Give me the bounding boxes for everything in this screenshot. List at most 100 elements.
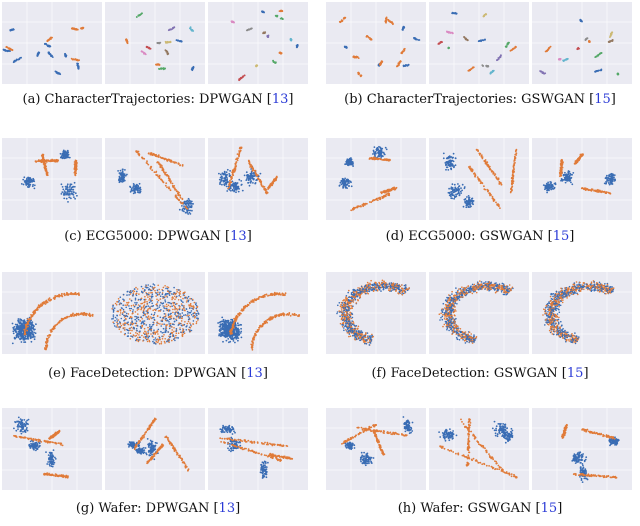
scatter-point <box>138 14 140 16</box>
scatter-point <box>274 178 277 181</box>
scatter-plot <box>532 138 632 220</box>
scatter-point <box>184 211 187 214</box>
scatter-point <box>61 157 64 160</box>
scatter-point <box>606 174 608 177</box>
scatter-point <box>184 314 187 316</box>
scatter-point <box>155 170 158 173</box>
scatter-point <box>381 159 383 161</box>
scatter-plot <box>429 2 529 84</box>
scatter-point <box>172 27 175 29</box>
scatter-point <box>507 41 510 44</box>
scatter-point <box>263 186 266 188</box>
scatter-point <box>33 187 36 190</box>
scatter-point <box>195 322 198 325</box>
scatter-point <box>594 70 596 73</box>
scatter-point <box>156 324 158 326</box>
scatter-point <box>20 341 23 343</box>
scatter-point <box>187 213 190 215</box>
scatter-point <box>497 178 499 181</box>
scatter-point <box>542 184 545 186</box>
scatter-point <box>460 187 462 189</box>
scatter-point <box>63 190 66 192</box>
scatter-point <box>499 207 501 209</box>
scatter-point <box>261 185 264 188</box>
scatter-point <box>362 204 364 206</box>
scatter-point <box>577 159 579 161</box>
scatter-point <box>255 179 258 182</box>
scatter-point <box>600 52 602 55</box>
scatter-point <box>406 64 409 67</box>
scatter-point <box>470 205 472 208</box>
scatter-point <box>384 191 386 193</box>
scatter-point <box>36 307 39 310</box>
scatter-point <box>379 154 382 157</box>
scatter-point <box>396 65 399 67</box>
scatter-point <box>458 194 461 196</box>
scatter-point <box>486 65 489 68</box>
scatter-point <box>128 317 131 320</box>
scatter-point <box>457 192 460 195</box>
scatter-point <box>50 330 53 333</box>
scatter-point <box>549 45 552 48</box>
scatter-point <box>548 183 551 186</box>
scatter-point <box>223 177 226 180</box>
scatter-point <box>566 58 568 61</box>
scatter-point <box>31 330 33 332</box>
scatter-point <box>166 160 169 162</box>
scatter-point <box>153 171 156 174</box>
scatter-point <box>455 193 457 196</box>
scatter-point <box>398 61 401 64</box>
scatter-point <box>43 167 46 170</box>
scatter-point <box>388 194 391 197</box>
scatter-point <box>63 197 66 200</box>
scatter-point <box>73 185 76 188</box>
scatter-point <box>464 198 467 200</box>
scatter-point <box>163 340 166 343</box>
scatter-point <box>138 189 140 192</box>
scatter-point <box>64 52 66 55</box>
scatter-point <box>544 184 547 187</box>
scatter-point <box>74 291 77 294</box>
scatter-point <box>278 10 281 13</box>
scatter-point <box>445 168 447 171</box>
citation-link[interactable]: 13 <box>230 229 247 244</box>
scatter-point <box>148 152 150 155</box>
scatter-point <box>32 327 34 329</box>
scatter-point <box>122 298 124 300</box>
scatter-point <box>137 153 140 156</box>
scatter-point <box>173 161 175 163</box>
scatter-point <box>181 165 184 167</box>
scatter-point <box>559 166 562 169</box>
scatter-point <box>450 163 453 166</box>
scatter-point <box>563 59 566 62</box>
scatter-point <box>142 320 144 322</box>
scatter-point <box>607 182 610 184</box>
fig-c-panel-3 <box>208 138 308 220</box>
scatter-point <box>460 192 462 194</box>
scatter-point <box>19 338 22 341</box>
citation-link[interactable]: 13 <box>271 92 289 107</box>
scatter-point <box>230 175 233 178</box>
citation-link[interactable]: 15 <box>552 229 570 244</box>
scatter-point <box>122 179 124 182</box>
caption-b: (b) CharacterTrajectories: GSWGAN [15] <box>344 92 616 107</box>
scatter-point <box>174 194 177 197</box>
scatter-point <box>126 328 128 331</box>
scatter-point <box>151 293 154 295</box>
scatter-point <box>124 327 126 329</box>
scatter-point <box>246 28 249 31</box>
scatter-point <box>171 339 173 342</box>
scatter-point <box>454 187 457 190</box>
scatter-point <box>44 303 47 305</box>
scatter-point <box>481 64 484 66</box>
scatter-point <box>183 208 186 211</box>
scatter-point <box>135 338 138 340</box>
scatter-point <box>374 198 377 201</box>
citation-link[interactable]: 15 <box>594 92 611 107</box>
scatter-point <box>467 195 470 197</box>
scatter-point <box>150 165 152 168</box>
scatter-point <box>44 348 46 350</box>
scatter-point <box>65 187 68 189</box>
scatter-point <box>453 189 456 191</box>
scatter-point <box>164 49 167 52</box>
